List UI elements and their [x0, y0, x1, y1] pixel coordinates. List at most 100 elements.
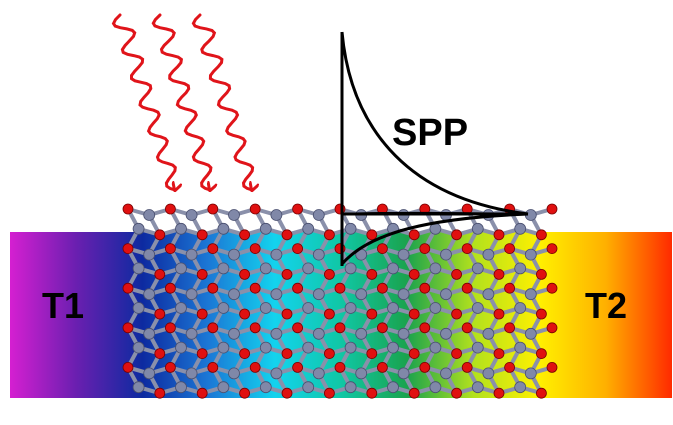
metal-atom	[312, 367, 325, 380]
wavy-arrow-icon	[111, 13, 176, 190]
oxygen-atom	[408, 268, 420, 280]
oxygen-atom	[196, 387, 208, 399]
oxygen-atom	[154, 348, 166, 360]
oxygen-atom	[366, 229, 378, 241]
metal-atom	[482, 288, 495, 301]
metal-atom	[429, 302, 442, 314]
oxygen-atom	[451, 229, 463, 241]
oxygen-atom	[154, 229, 166, 241]
metal-atom	[429, 381, 442, 394]
oxygen-atom	[207, 282, 219, 294]
metal-atom	[143, 288, 156, 301]
metal-atom	[302, 222, 315, 235]
oxygen-atom	[366, 387, 378, 399]
oxygen-atom	[334, 282, 346, 294]
oxygen-atom	[122, 282, 134, 294]
metal-atom	[143, 248, 156, 261]
oxygen-atom	[154, 268, 166, 280]
oxygen-atom	[546, 282, 558, 294]
oxygen-atom	[546, 361, 558, 373]
oxygen-atom	[366, 308, 378, 320]
oxygen-atom	[493, 268, 505, 280]
metal-atom	[482, 367, 495, 380]
metal-atom	[228, 367, 240, 380]
metal-atom	[429, 341, 442, 354]
oxygen-atom	[408, 387, 420, 399]
metal-atom	[397, 288, 410, 301]
metal-atom	[217, 222, 230, 235]
oxygen-atom	[493, 308, 505, 320]
metal-atom	[312, 248, 325, 261]
oxygen-atom	[493, 229, 505, 241]
metal-atom	[482, 248, 495, 261]
oxygen-atom	[207, 361, 219, 373]
metal-atom	[228, 248, 240, 261]
oxygen-atom	[504, 282, 516, 294]
metal-atom	[217, 341, 230, 354]
oxygen-atom	[546, 322, 558, 334]
metal-atom	[143, 209, 156, 221]
oxygen-atom	[323, 387, 335, 399]
metal-atom	[270, 327, 283, 340]
oxygen-atom	[164, 203, 176, 215]
oxygen-atom	[451, 387, 463, 399]
metal-atom	[175, 222, 187, 235]
oxygen-atom	[207, 203, 219, 215]
metal-atom	[302, 302, 315, 314]
oxygen-atom	[207, 243, 219, 255]
oxygen-atom	[196, 348, 208, 360]
oxygen-atom	[493, 387, 505, 399]
metal-atom	[397, 367, 410, 380]
metal-atom	[228, 327, 240, 340]
oxygen-atom	[408, 348, 420, 360]
metal-atom	[143, 367, 156, 380]
metal-atom	[217, 302, 230, 314]
oxygen-atom	[239, 229, 251, 241]
metal-atom	[185, 367, 198, 380]
metal-atom	[429, 262, 442, 275]
metal-atom	[175, 381, 187, 394]
metal-atom	[270, 367, 283, 380]
metal-atom	[302, 381, 315, 394]
oxygen-atom	[451, 348, 463, 360]
metal-atom	[440, 367, 452, 380]
metal-atom	[132, 302, 145, 314]
metal-atom	[524, 327, 537, 340]
metal-atom	[471, 302, 484, 314]
oxygen-atom	[461, 243, 473, 255]
metal-atom	[387, 262, 399, 275]
oxygen-atom	[154, 308, 166, 320]
metal-atom	[259, 222, 272, 235]
metal-atom	[270, 209, 283, 221]
incident-light	[111, 13, 253, 190]
oxygen-atom	[122, 203, 134, 215]
oxygen-atom	[207, 322, 219, 334]
metal-atom	[387, 341, 399, 354]
oxygen-atom	[546, 203, 558, 215]
metal-atom	[514, 302, 527, 314]
metal-atom	[440, 248, 452, 261]
label-spp: SPP	[392, 112, 468, 154]
oxygen-atom	[376, 361, 388, 373]
metal-atom	[270, 248, 283, 261]
metal-atom	[132, 381, 145, 394]
oxygen-atom	[366, 268, 378, 280]
metal-atom	[302, 341, 315, 354]
metal-atom	[471, 341, 484, 354]
metal-atom	[355, 327, 368, 340]
metal-atom	[524, 288, 537, 301]
oxygen-atom	[239, 268, 251, 280]
metal-atom	[312, 209, 325, 221]
oxygen-atom	[376, 243, 388, 255]
metal-atom	[312, 327, 325, 340]
oxygen-atom	[323, 308, 335, 320]
spp-field-profile	[340, 31, 529, 266]
oxygen-atom	[164, 243, 176, 255]
lattice-atoms	[122, 203, 558, 399]
oxygen-atom	[249, 243, 261, 255]
metal-atom	[355, 367, 368, 380]
metal-atom	[471, 381, 484, 394]
oxygen-atom	[122, 361, 134, 373]
metal-atom	[387, 381, 399, 394]
